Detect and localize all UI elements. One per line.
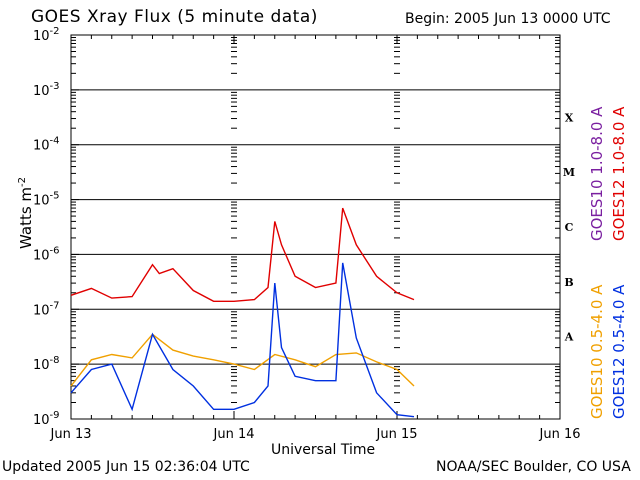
y-tick-label: 10-5 (33, 191, 60, 209)
x-tick-label: Jun 15 (376, 427, 418, 442)
flare-class-label: C (565, 221, 574, 234)
series-line-goes10-0-5-4-0-a (70, 333, 415, 387)
y-tick-label: 10-3 (33, 81, 60, 99)
plot-frame (70, 34, 561, 420)
flare-class-label: B (564, 276, 573, 289)
begin-time-label: Begin: 2005 Jun 13 0000 UTC (405, 11, 611, 27)
y-tick-label: 10-9 (33, 410, 60, 428)
credit-label: NOAA/SEC Boulder, CO USA (436, 459, 631, 475)
y-tick-label: 10-6 (33, 245, 60, 263)
x-axis-label: Universal Time (271, 442, 376, 458)
y-tick-label: 10-8 (33, 355, 60, 373)
flare-class-label: M (563, 166, 575, 179)
series-line-goes12-1-0-8-0-a (70, 207, 415, 302)
y-tick-label: 10-7 (33, 300, 60, 318)
y-tick-label: 10-4 (33, 136, 60, 154)
flare-class-label: X (565, 111, 574, 124)
x-tick-label: Jun 16 (539, 427, 581, 442)
x-tick-label: Jun 14 (213, 427, 255, 442)
updated-timestamp: Updated 2005 Jun 15 02:36:04 UTC (2, 459, 250, 475)
series-line-goes12-0-5-4-0-a (70, 262, 415, 418)
chart-title: GOES Xray Flux (5 minute data) (31, 7, 318, 27)
y-tick-label: 10-2 (33, 26, 60, 44)
x-tick-label: Jun 13 (50, 427, 92, 442)
flare-class-label: A (564, 331, 574, 344)
